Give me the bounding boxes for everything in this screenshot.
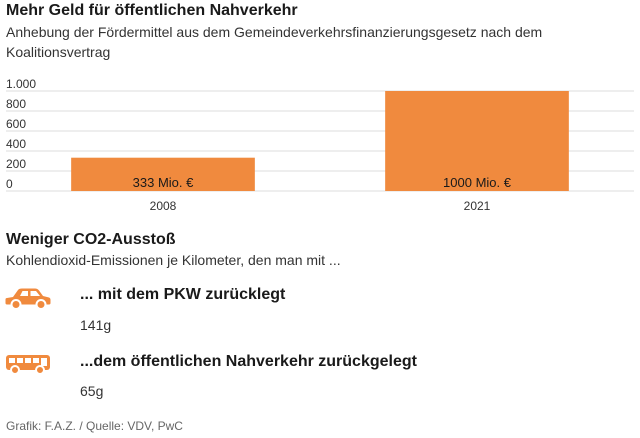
bar	[71, 157, 255, 191]
bar-chart: 0 200 400 600 800 1.000 333 Mio. € 2008 1000 Mio…	[6, 77, 634, 213]
bus-icon	[6, 355, 50, 375]
y-tick-label: 0	[6, 177, 13, 191]
chart-subtitle: Anhebung der Fördermittel aus dem Gemein…	[6, 24, 543, 60]
source-note: Grafik: F.A.Z. / Quelle: VDV, PwC	[6, 419, 183, 433]
bar	[385, 91, 569, 191]
bar-data-label: 1000 Mio. €	[443, 175, 512, 190]
co2-item-car-value: 141g	[80, 317, 112, 333]
co2-item-bus-label: ...dem öffentlichen Nahverkehr zurückgel…	[80, 353, 417, 370]
co2-item-car-label: ... mit dem PKW zurücklegt	[80, 286, 286, 303]
y-tick-label: 200	[6, 157, 26, 171]
y-tick-label: 800	[6, 97, 26, 111]
chart-title: Mehr Geld für öffentlichen Nahverkehr	[6, 2, 298, 19]
co2-section-subtitle: Kohlendioxid-Emissionen je Kilometer, de…	[6, 252, 341, 268]
y-tick-label: 600	[6, 117, 26, 131]
x-tick-label: 2021	[464, 199, 491, 213]
co2-item-bus-value: 65g	[80, 383, 104, 399]
car-icon	[5, 288, 51, 310]
y-tick-label: 1.000	[6, 77, 36, 91]
x-tick-label: 2008	[150, 199, 177, 213]
y-tick-label: 400	[6, 137, 26, 151]
bar-data-label: 333 Mio. €	[133, 175, 194, 190]
co2-section-title: Weniger CO2-Ausstoß	[6, 231, 176, 248]
